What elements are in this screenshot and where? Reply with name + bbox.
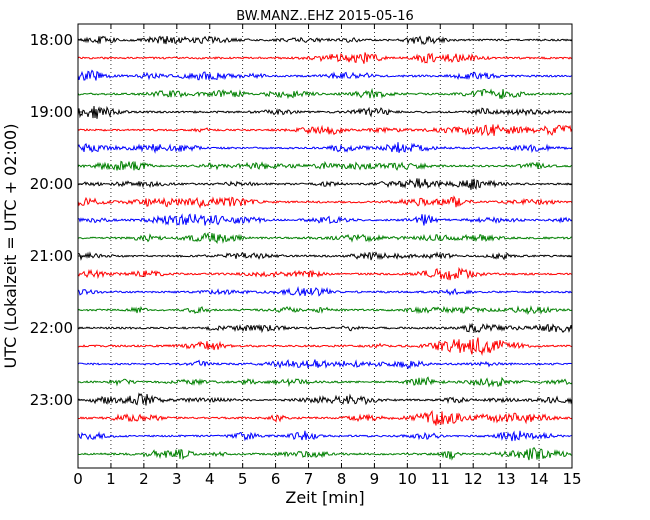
trace-2015 <box>77 195 573 209</box>
y-tick-label: 18:00 <box>30 31 73 49</box>
trace-2130 <box>77 285 573 297</box>
traces <box>77 35 573 461</box>
trace-1930 <box>77 142 573 154</box>
y-tick-label: 23:00 <box>30 391 73 409</box>
trace-1900 <box>77 105 573 119</box>
y-tick-label: 21:00 <box>30 247 73 265</box>
y-tick-label: 19:00 <box>30 103 73 121</box>
axes-frame <box>77 23 573 469</box>
y-tick-label: 20:00 <box>30 175 73 193</box>
trace-2315 <box>77 409 573 426</box>
x-tick-label: 4 <box>205 470 215 488</box>
x-tick-label: 5 <box>238 470 248 488</box>
x-tick-label: 3 <box>172 470 182 488</box>
trace-2145 <box>77 305 573 316</box>
x-tick-label: 13 <box>497 470 516 488</box>
trace-2045 <box>77 232 573 244</box>
trace-2200 <box>77 322 573 334</box>
y-tick-label: 22:00 <box>30 319 73 337</box>
x-tick-label: 9 <box>370 470 380 488</box>
x-tick-label: 14 <box>530 470 549 488</box>
chart-title: BW.MANZ..EHZ 2015-05-16 <box>236 9 414 24</box>
x-axis-label: Zeit [min] <box>285 488 364 507</box>
trace-1845 <box>77 87 573 100</box>
x-tick-label: 8 <box>337 470 347 488</box>
trace-2215 <box>77 337 573 356</box>
trace-1800 <box>77 35 573 45</box>
trace-1915 <box>77 123 573 137</box>
x-tick-label: 11 <box>431 470 450 488</box>
trace-2230 <box>77 359 573 370</box>
trace-2100 <box>77 251 573 261</box>
x-tick-label: 2 <box>139 470 149 488</box>
trace-1945 <box>77 160 573 171</box>
x-tick-label: 6 <box>271 470 281 488</box>
trace-2245 <box>77 376 573 388</box>
trace-2345 <box>77 447 573 461</box>
y-axis-label: UTC (Lokalzeit = UTC + 02:00) <box>1 124 20 369</box>
trace-2300 <box>77 392 573 406</box>
trace-2030 <box>77 213 573 226</box>
trace-2115 <box>77 266 573 281</box>
trace-2000 <box>77 178 573 190</box>
x-tick-label: 7 <box>304 470 314 488</box>
ticks: 0 1 2 3 4 5 6 7 8 9 10 11 12 13 14 1518:0019:0020:0021:… <box>30 24 582 488</box>
x-tick-label: 15 <box>562 470 581 488</box>
trace-2330 <box>77 430 573 442</box>
trace-1830 <box>77 69 573 81</box>
x-tick-label: 12 <box>464 470 483 488</box>
trace-1815 <box>77 52 573 64</box>
x-tick-label: 10 <box>398 470 417 488</box>
x-tick-label: 1 <box>106 470 116 488</box>
x-tick-label: 0 <box>73 470 83 488</box>
